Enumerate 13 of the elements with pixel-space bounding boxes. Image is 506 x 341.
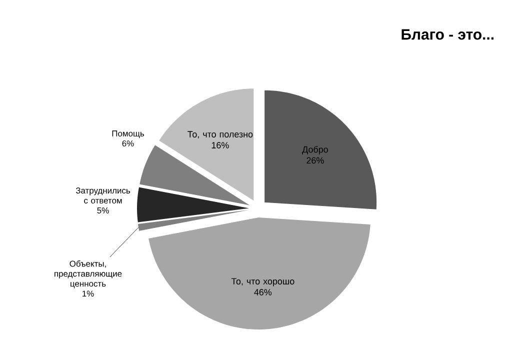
data-label: 6% xyxy=(122,140,134,146)
data-label: 16% xyxy=(212,142,229,148)
slice-label: То, что полезно xyxy=(188,131,253,138)
slice-label: Помощь xyxy=(112,130,144,138)
data-label: 5% xyxy=(97,208,109,214)
slice-label: Объекты, представляющие ценность xyxy=(54,260,122,288)
data-label: 46% xyxy=(254,289,272,296)
text: Благо - это... xyxy=(402,29,494,40)
data-label: 1% xyxy=(82,290,94,297)
slice-label: То, что хорошо xyxy=(231,278,294,286)
data-label: 26% xyxy=(306,157,324,164)
slice-label: Затруднились с ответом xyxy=(76,188,130,204)
slice-label: Добро xyxy=(302,146,328,154)
